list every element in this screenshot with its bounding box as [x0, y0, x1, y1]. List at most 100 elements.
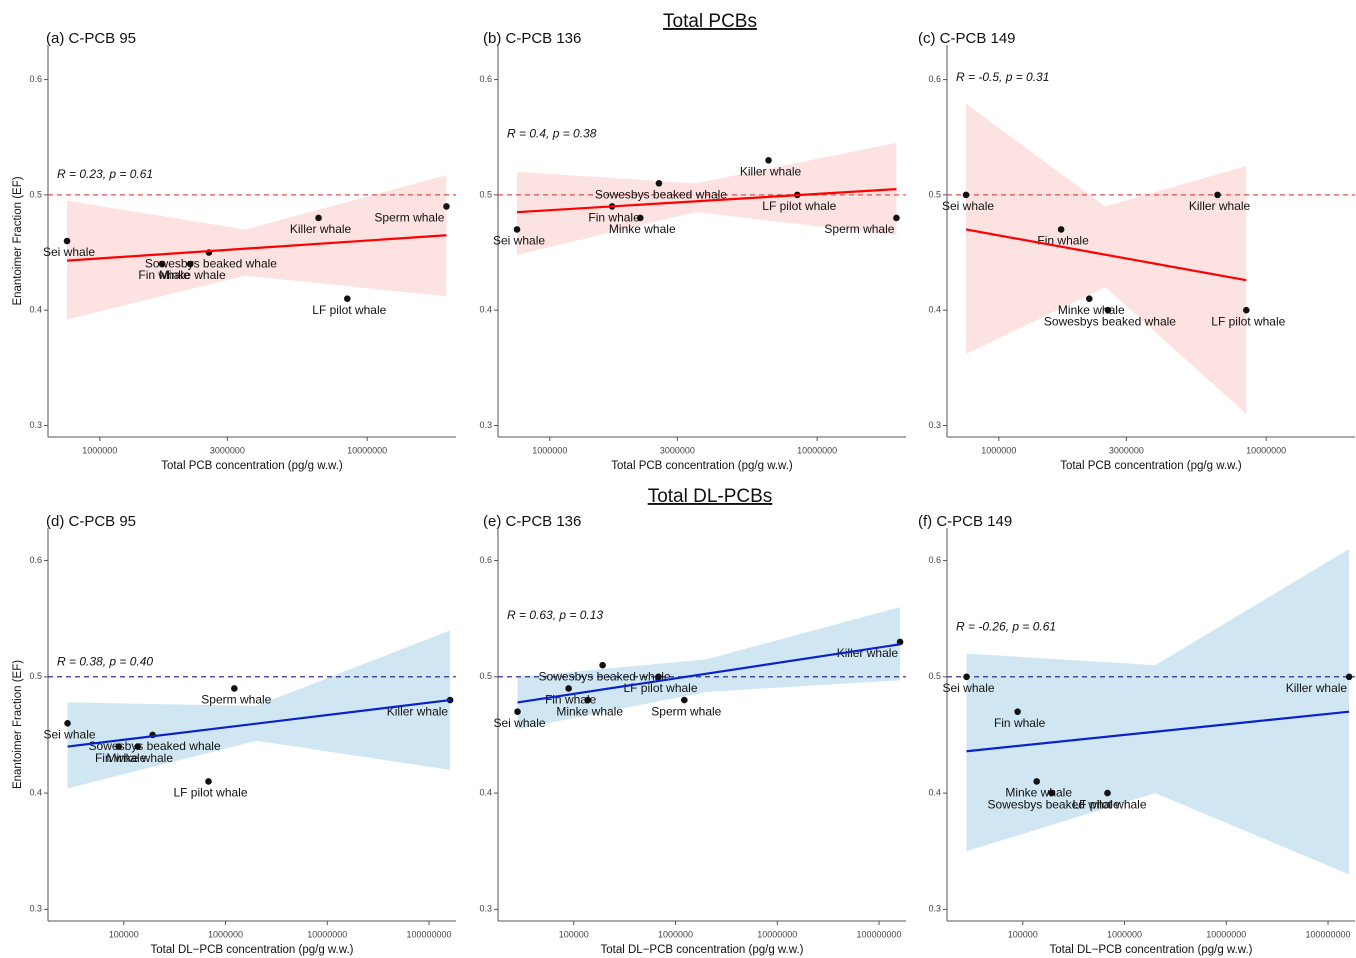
y-tick-label: 0.5: [29, 189, 42, 199]
x-tick-label: 10000000: [347, 445, 387, 455]
point-label: Killer whale: [837, 646, 899, 660]
x-tick-label: 10000000: [1206, 929, 1246, 939]
confidence-band: [966, 103, 1247, 414]
data-point: [599, 661, 606, 669]
point-label: LF pilot whale: [1211, 314, 1285, 328]
data-point: [134, 743, 141, 750]
x-tick-label: 100000000: [407, 929, 452, 939]
y-tick-label: 0.3: [928, 904, 941, 914]
panel-title: (d) C-PCB 95: [46, 513, 136, 530]
point-label: Killer whale: [290, 222, 352, 236]
data-point: [446, 696, 454, 704]
data-point: [1014, 708, 1021, 716]
data-point: [443, 203, 450, 210]
data-point: [1057, 226, 1065, 233]
x-tick-label: 10000000: [307, 929, 347, 939]
data-point: [63, 237, 71, 245]
point-label: Sei whale: [943, 681, 995, 695]
point-label: Fin whale: [138, 268, 190, 282]
y-tick-label: 0.5: [479, 189, 492, 199]
data-point: [1033, 778, 1040, 785]
y-tick-label: 0.4: [479, 305, 492, 315]
y-tick-label: 0.6: [479, 74, 492, 84]
point-label: Sowesbys beaked whale: [89, 739, 221, 753]
point-label: Sperm whale: [201, 693, 271, 707]
point-label: Sei whale: [44, 728, 96, 742]
y-tick-label: 0.5: [928, 189, 941, 199]
confidence-band: [67, 630, 451, 789]
panel-title: (c) C-PCB 149: [918, 30, 1016, 47]
data-point: [158, 260, 166, 268]
point-label: Sowesbys beaked whale: [145, 257, 277, 271]
regression-line: [517, 643, 901, 704]
point-label: Sei whale: [43, 245, 95, 259]
panel-title: (a) C-PCB 95: [46, 30, 136, 47]
annotation: R = -0.5, p = 0.31: [956, 70, 1049, 84]
x-tick-label: 1000000: [1107, 929, 1142, 939]
data-point: [344, 295, 351, 302]
point-label: Sei whale: [493, 234, 545, 248]
x-tick-label: 1000000: [981, 445, 1016, 455]
point-label: Killer whale: [387, 704, 449, 718]
point-label: Killer whale: [1286, 681, 1348, 695]
x-tick-label: 1000000: [658, 929, 693, 939]
data-point: [655, 673, 662, 681]
y-tick-label: 0.4: [29, 305, 42, 315]
point-label: Minke whale: [106, 751, 173, 765]
x-tick-label: 3000000: [1109, 445, 1144, 455]
point-label: LF pilot whale: [623, 681, 697, 695]
data-point: [514, 708, 521, 716]
point-label: Fin whale: [994, 716, 1046, 730]
y-tick-label: 0.6: [928, 74, 941, 84]
data-point: [565, 685, 572, 692]
point-label: Sowesbys beaked whale: [988, 797, 1120, 811]
y-tick-label: 0.4: [29, 787, 42, 797]
data-point: [1104, 306, 1112, 314]
data-point: [681, 696, 688, 704]
annotation: R = -0.26, p = 0.61: [956, 620, 1056, 634]
regression-line: [67, 698, 451, 748]
data-point: [963, 673, 970, 681]
data-point: [1345, 673, 1353, 681]
regression-line: [966, 710, 1350, 753]
point-label: Sei whale: [942, 199, 994, 213]
section-title: Total DL-PCBs: [648, 486, 773, 507]
x-tick-label: 100000: [559, 929, 589, 939]
y-tick-label: 0.5: [479, 671, 492, 681]
y-tick-label: 0.3: [479, 420, 492, 430]
point-label: Sowesbys beaked whale: [595, 188, 727, 202]
panel-title: (f) C-PCB 149: [918, 513, 1012, 530]
point-label: Killer whale: [1189, 199, 1251, 213]
panel-title: (e) C-PCB 136: [483, 513, 581, 530]
y-axis-label: Enantoimer Fraction (EF): [12, 176, 24, 305]
data-point: [584, 696, 591, 704]
x-tick-label: 100000: [109, 929, 139, 939]
data-point: [1085, 295, 1093, 302]
y-tick-label: 0.6: [928, 555, 941, 565]
data-point: [636, 214, 644, 222]
regression-line: [66, 234, 447, 262]
point-label: Minke whale: [1005, 786, 1072, 800]
point-label: Sperm whale: [651, 704, 721, 718]
confidence-band: [517, 143, 897, 255]
data-point: [205, 778, 212, 785]
y-tick-label: 0.3: [29, 420, 42, 430]
x-axis-label: Total PCB concentration (pg/g w.w.): [611, 460, 793, 472]
data-point: [231, 685, 238, 692]
y-tick-label: 0.6: [29, 555, 42, 565]
point-label: Sowesbys beaked whale: [1044, 314, 1176, 328]
x-tick-label: 1000000: [532, 445, 567, 455]
point-label: LF pilot whale: [173, 786, 247, 800]
data-point: [655, 180, 663, 187]
annotation: R = 0.23, p = 0.61: [57, 167, 153, 181]
point-label: Sei whale: [494, 716, 546, 730]
x-axis-label: Total DL−PCB concentration (pg/g w.w.): [601, 944, 804, 956]
y-tick-label: 0.6: [479, 555, 492, 565]
x-axis-label: Total PCB concentration (pg/g w.w.): [1060, 460, 1242, 472]
point-label: LF pilot whale: [312, 303, 386, 317]
y-tick-label: 0.5: [928, 671, 941, 681]
x-tick-label: 100000: [1008, 929, 1038, 939]
confidence-band: [517, 607, 901, 730]
point-label: Minke whale: [159, 268, 226, 282]
x-axis-label: Total PCB concentration (pg/g w.w.): [161, 460, 343, 472]
